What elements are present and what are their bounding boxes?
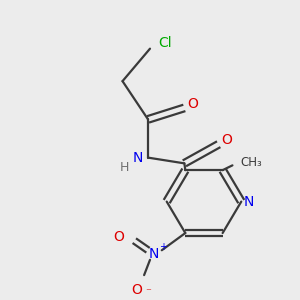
Text: N: N (244, 195, 254, 208)
Text: O: O (113, 230, 124, 244)
Text: O: O (221, 134, 232, 147)
Text: O: O (187, 97, 198, 111)
Text: O: O (131, 284, 142, 297)
Text: N: N (133, 151, 143, 165)
Text: H: H (120, 161, 129, 174)
Text: +: + (159, 242, 167, 252)
Text: N: N (149, 247, 159, 261)
Text: Cl: Cl (158, 36, 172, 50)
Text: ⁻: ⁻ (145, 287, 151, 297)
Text: CH₃: CH₃ (240, 156, 262, 169)
